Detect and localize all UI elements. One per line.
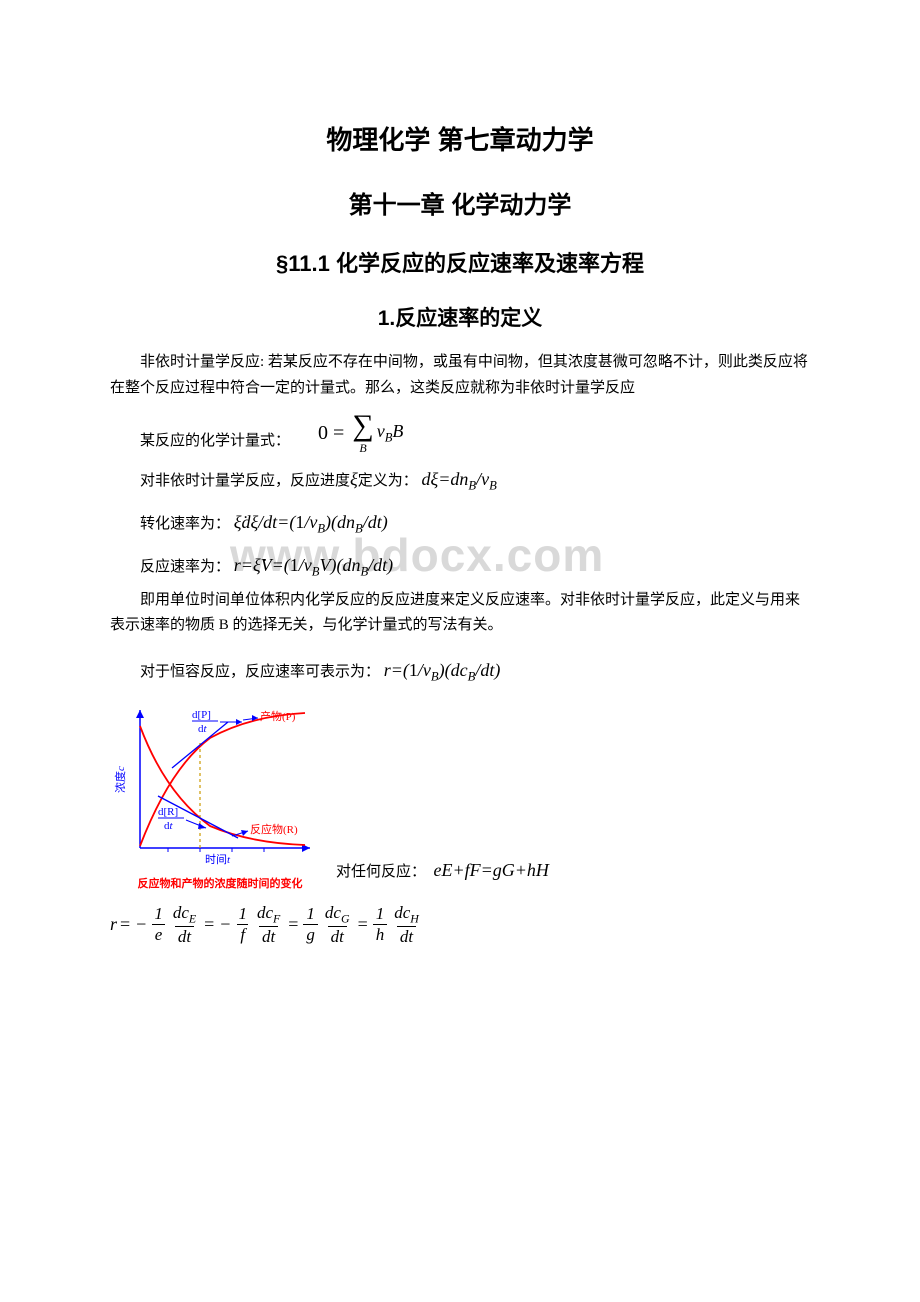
- subsection-title: 1.反应速率的定义: [110, 302, 810, 332]
- svg-text:浓度c: 浓度c: [113, 766, 127, 793]
- explanation-paragraph: 即用单位时间单位体积内化学反应的反应进度来定义反应速率。对非依时计量学反应，此定…: [110, 588, 810, 639]
- reaction-rate-formula: r=ξ̇V=(1/νBV)(dnB/dt): [234, 555, 393, 575]
- general-reaction-line: 对任何反应： eE+fF=gG+hH: [330, 860, 549, 891]
- chapter-title: 第十一章 化学动力学: [110, 185, 810, 220]
- const-volume-line: 对于恒容反应，反应速率可表示为： r=(1/νB)(dcB/dt): [110, 649, 810, 692]
- reaction-rate-line: 反应速率为： r=ξ̇V=(1/νBV)(dnB/dt): [110, 544, 810, 587]
- conversion-lead: 转化速率为：: [140, 516, 230, 532]
- svg-text:时间t: 时间t: [205, 853, 231, 866]
- progress-mid: 定义为：: [358, 473, 418, 489]
- concentration-chart: 浓度c 时间t d[P] dt: [110, 698, 330, 891]
- general-reaction-lead: 对任何反应：: [336, 864, 426, 880]
- progress-definition-line: 对非依时计量学反应，反应进度ξ定义为： dξ=dnB/νB: [110, 458, 810, 501]
- main-title: 物理化学 第七章动力学: [110, 120, 810, 157]
- stoich-lead: 某反应的化学计量式：: [110, 429, 290, 456]
- section-title: §11.1 化学反应的反应速率及速率方程: [110, 246, 810, 278]
- paragraph-definition: 非依时计量学反应: 若某反应不存在中间物，或虽有中间物，但其浓度甚微可忽略不计，…: [110, 350, 810, 401]
- progress-formula: dξ=dnB/νB: [422, 469, 497, 489]
- const-volume-formula: r=(1/νB)(dcB/dt): [384, 660, 501, 680]
- chart-caption: 反应物和产物的浓度随时间的变化: [110, 875, 330, 891]
- rate-equation: r= − 1e dcEdt =− 1f dcFdt = 1g dcGdt = 1…: [110, 903, 810, 947]
- reaction-rate-lead: 反应速率为：: [140, 559, 230, 575]
- svg-text:反应物(R): 反应物(R): [250, 822, 298, 836]
- stoich-formula: 0 = ∑ B νBB: [318, 411, 403, 456]
- svg-text:d[R]: d[R]: [158, 806, 178, 818]
- progress-lead: 对非依时计量学反应，反应进度: [140, 473, 350, 489]
- svg-text:dt: dt: [198, 723, 208, 735]
- const-volume-lead: 对于恒容反应，反应速率可表示为：: [140, 664, 380, 680]
- svg-text:dt: dt: [164, 820, 174, 832]
- svg-text:产物(P): 产物(P): [260, 709, 296, 723]
- svg-text:d[P]: d[P]: [192, 709, 211, 721]
- stoichiometry-line: 某反应的化学计量式： 0 = ∑ B νBB: [110, 411, 810, 456]
- conversion-formula: ξ̇dξ/dt=(1/νB)(dnB/dt): [234, 512, 388, 532]
- xi-symbol: ξ: [350, 469, 358, 489]
- general-reaction-formula: eE+fF=gG+hH: [434, 860, 549, 880]
- conversion-rate-line: 转化速率为： ξ̇dξ/dt=(1/νB)(dnB/dt): [110, 501, 810, 544]
